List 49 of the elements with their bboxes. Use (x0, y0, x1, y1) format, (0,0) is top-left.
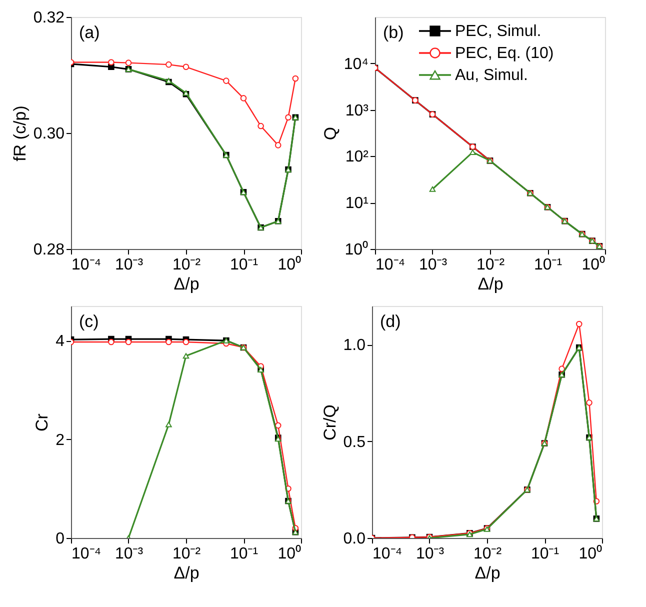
x-tick-label: 10⁻³ (416, 546, 445, 562)
annotation: (d) (380, 312, 401, 331)
y-tick-label: 0.0 (343, 530, 366, 548)
x-tick-label: 10⁻² (172, 256, 202, 274)
y-axis-title: fR (c/p) (10, 106, 30, 162)
x-axis-title: Δ/p (174, 564, 200, 582)
y-tick-label: 10⁴ (344, 56, 369, 73)
x-tick-label: 10⁻³ (114, 546, 144, 562)
x-tick-label: 10⁰ (278, 544, 302, 562)
x-tick-label: 10⁻¹ (230, 546, 258, 562)
y-axis-title: Cr/Q (320, 404, 340, 440)
legend-label: PEC, Simul. (455, 23, 542, 40)
y-tick-label: 10³ (345, 102, 370, 120)
y-tick-label: 0.30 (33, 126, 65, 142)
annotation: (a) (79, 23, 100, 42)
legend-label: Au, Simul. (455, 67, 528, 84)
x-tick-label: 10⁰ (278, 256, 302, 274)
y-tick-label: 0.28 (33, 242, 65, 258)
x-tick-label: 10⁻³ (418, 256, 448, 274)
x-tick-label: 10⁻² (473, 546, 502, 562)
legend-label: PEC, Eq. (10) (455, 45, 554, 62)
y-axis-title: Cr (32, 413, 52, 432)
x-tick-label: 10⁻⁴ (376, 256, 406, 274)
y-axis-title: Q (320, 126, 340, 140)
y-tick-label: 0.32 (33, 10, 65, 26)
x-tick-label: 10⁻⁴ (72, 546, 102, 562)
x-tick-label: 10⁰ (578, 544, 602, 562)
y-tick-label: 10¹ (345, 195, 368, 212)
y-tick-label: 0.5 (343, 434, 366, 451)
y-tick-label: 10⁰ (344, 240, 368, 258)
y-tick-label: 1.0 (343, 337, 366, 354)
y-tick-label: 10² (345, 148, 370, 166)
y-tick-label: 4 (56, 333, 65, 350)
x-axis-title: Δ/p (474, 564, 500, 582)
x-tick-label: 10⁻² (476, 256, 506, 274)
x-tick-label: 10⁻¹ (534, 256, 562, 274)
y-tick-label: 0 (56, 530, 65, 548)
x-tick-label: 10⁻³ (114, 256, 144, 274)
y-tick-label: 2 (56, 432, 65, 449)
annotation: (b) (383, 23, 404, 42)
x-axis-title: Δ/p (478, 274, 504, 294)
x-tick-label: 10⁻² (172, 546, 202, 562)
x-tick-label: 10⁻¹ (530, 546, 560, 562)
x-tick-label: 10⁻¹ (230, 256, 258, 274)
x-tick-label: 10⁻⁴ (372, 546, 402, 562)
x-tick-label: 10⁰ (582, 256, 606, 274)
annotation: (c) (79, 312, 99, 331)
x-tick-label: 10⁻⁴ (72, 256, 102, 274)
x-axis-title: Δ/p (174, 274, 200, 294)
